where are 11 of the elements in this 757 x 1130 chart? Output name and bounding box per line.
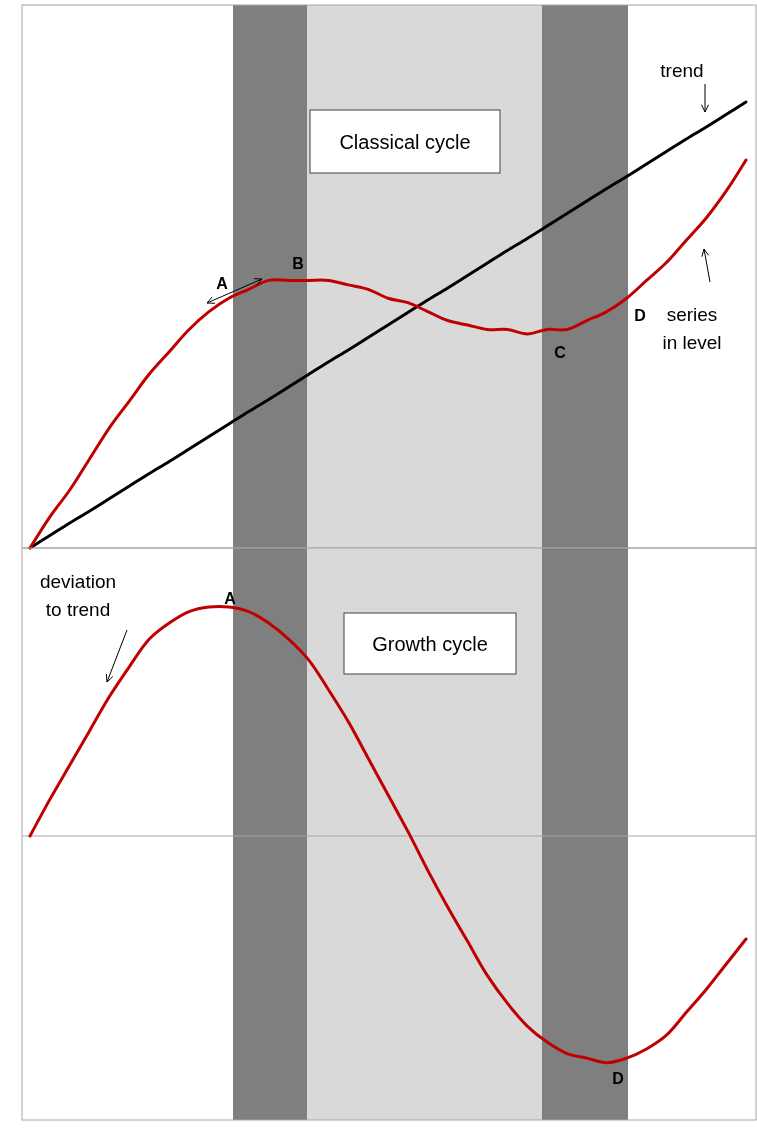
- text: D: [612, 1070, 624, 1087]
- text: Growth cycle: [372, 632, 488, 655]
- text: trend: [660, 60, 704, 81]
- text: Classical cycle: [339, 130, 471, 153]
- annotation: series in level: [662, 304, 722, 353]
- annotation: A: [224, 590, 237, 607]
- annotation: deviation to trend: [39, 571, 117, 620]
- annotation: D: [634, 307, 646, 324]
- annotation: A: [216, 275, 229, 292]
- annotation: B: [292, 255, 304, 272]
- annotation: C: [554, 344, 567, 361]
